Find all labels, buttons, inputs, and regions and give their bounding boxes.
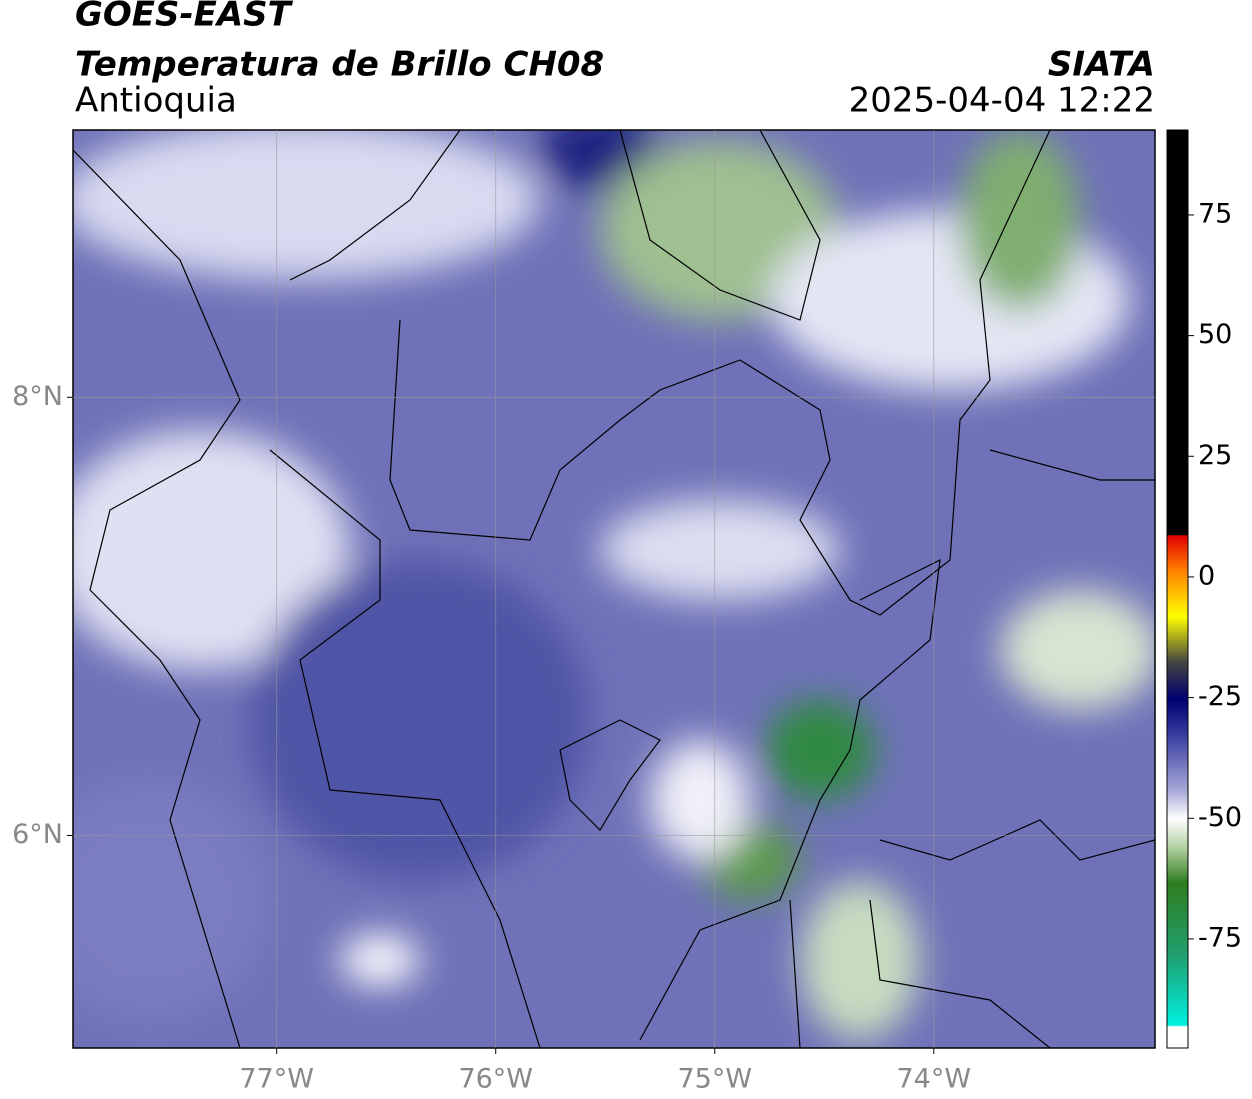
region-label: Antioquia <box>75 81 237 121</box>
satellite-title: GOES-EAST <box>75 0 294 35</box>
colorbar-tick-label: -25 <box>1198 681 1242 712</box>
colorbar-tick-label: -50 <box>1198 802 1242 833</box>
x-tick-label: 75°W <box>677 1064 752 1095</box>
y-tick-label: 6°N <box>12 819 63 850</box>
colorbar-tick-label: 50 <box>1198 319 1232 350</box>
datetime-label: 2025-04-04 12:22 <box>849 81 1155 121</box>
colorbar <box>1166 129 1189 1049</box>
x-tick-label: 74°W <box>897 1064 972 1095</box>
colorbar-tick-label: 0 <box>1198 560 1215 591</box>
product-title: Temperatura de Brillo CH08 <box>75 45 604 85</box>
source-label: SIATA <box>1048 45 1155 85</box>
colorbar-tick-label: 75 <box>1198 198 1232 229</box>
x-tick-label: 76°W <box>458 1064 533 1095</box>
colorbar-tick-label: 25 <box>1198 440 1232 471</box>
y-tick-label: 8°N <box>12 381 63 412</box>
satellite-image <box>73 130 1155 1048</box>
x-tick-label: 77°W <box>239 1064 314 1095</box>
map-frame <box>72 129 1156 1049</box>
colorbar-tick-label: -75 <box>1198 922 1242 953</box>
